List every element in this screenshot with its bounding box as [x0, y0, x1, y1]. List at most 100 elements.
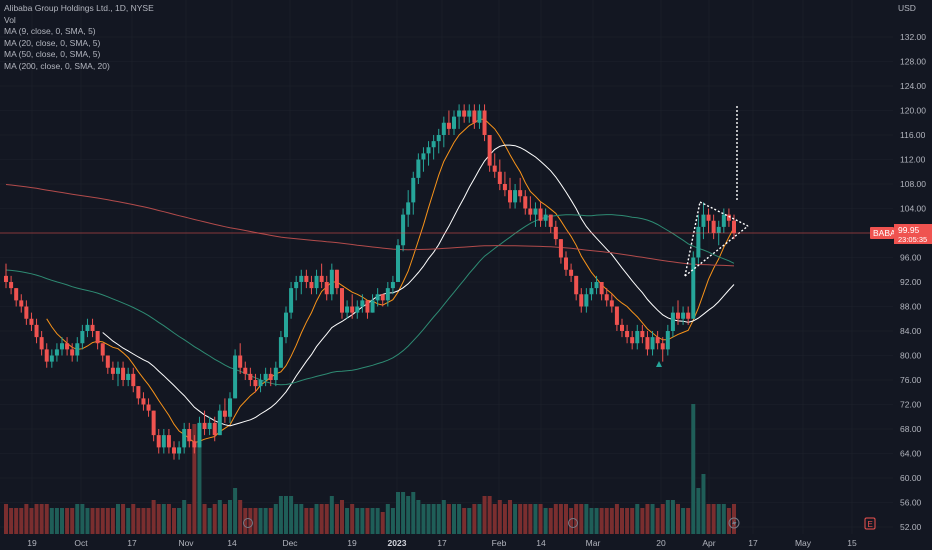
price-tick-label: 104.00	[900, 204, 926, 214]
candle-body	[319, 275, 324, 282]
volume-bar	[421, 504, 426, 534]
candle-body	[558, 239, 563, 258]
legend-ma200: MA (200, close, 0, SMA, 20)	[4, 60, 110, 71]
volume-bar	[609, 508, 614, 534]
volume-bar	[375, 508, 380, 534]
time-tick-label: Nov	[178, 538, 194, 548]
time-tick-label: Mar	[586, 538, 601, 548]
volume-bar	[686, 508, 691, 534]
currency-label: USD	[898, 3, 916, 13]
candle-body	[574, 275, 579, 295]
volume-bar	[9, 508, 14, 534]
candle-body	[589, 288, 594, 295]
grid-lines	[0, 0, 893, 534]
volume-bar	[49, 508, 54, 534]
volume-bar	[192, 424, 197, 534]
candle-body	[472, 110, 477, 123]
candle-body	[594, 282, 599, 289]
event-e-icon[interactable]: E	[864, 517, 876, 530]
candle-body	[584, 294, 589, 307]
price-tick-label: 60.00	[900, 473, 922, 483]
earnings-icon[interactable]	[568, 518, 578, 528]
volume-bar	[533, 504, 538, 534]
candle-body	[538, 208, 543, 221]
candle-body	[416, 159, 421, 178]
candle-body	[146, 404, 151, 411]
volume-bar	[14, 508, 19, 534]
candle-body	[625, 331, 630, 338]
volume-bar	[401, 492, 406, 534]
candle-body	[197, 422, 202, 448]
candle-body	[355, 306, 360, 313]
candle-body	[258, 380, 263, 387]
volume-bar	[370, 508, 375, 534]
volume-bar	[146, 508, 151, 534]
time-tick-label: Oct	[74, 538, 88, 548]
volume-bar	[90, 508, 95, 534]
time-tick-label: 19	[347, 538, 357, 548]
volume-bar	[380, 512, 385, 534]
candle-body	[273, 367, 278, 380]
legend-ma20: MA (20, close, 0, SMA, 5)	[4, 37, 101, 48]
candle-body	[187, 429, 192, 442]
earnings-icon[interactable]	[243, 518, 253, 528]
volume-bar	[166, 504, 171, 534]
volume-bar	[207, 508, 212, 534]
volume-bar	[182, 500, 187, 534]
last-price-badge	[894, 224, 932, 244]
candle-body	[548, 214, 553, 227]
candle-body	[207, 422, 212, 429]
volume-bar	[411, 492, 416, 534]
volume-bar	[431, 504, 436, 534]
volume-bar	[579, 504, 584, 534]
candle-body	[711, 220, 716, 233]
volume-bar	[385, 504, 390, 534]
candle-body	[39, 337, 44, 350]
candle-body	[340, 288, 344, 313]
volume-bar	[161, 504, 166, 534]
price-tick-label: 76.00	[900, 375, 922, 385]
candle-body	[508, 190, 512, 203]
candle-body	[462, 110, 467, 117]
volume-bar	[268, 508, 273, 534]
ma20-line	[102, 144, 735, 427]
volume-bar	[487, 496, 492, 534]
candle-body	[579, 294, 584, 307]
candle-body	[70, 349, 75, 356]
chart-legend: Alibaba Group Holdings Ltd., 1D, NYSE Vo…	[4, 3, 154, 73]
candle-body	[380, 294, 385, 301]
volume-bars	[4, 404, 736, 534]
time-tick-label: 15	[847, 538, 857, 548]
candle-body	[253, 380, 258, 387]
volume-bar	[497, 500, 502, 534]
time-axis[interactable]: 19 Oct 17 Nov 14 Dec 19 2023 17 Feb 14 Mar 20 Apr 17 Ma…	[27, 538, 857, 548]
volume-bar	[457, 504, 462, 534]
candle-body	[441, 122, 446, 135]
volume-bar	[518, 504, 523, 534]
candle-body	[477, 110, 482, 123]
candle-body	[284, 312, 288, 338]
volume-bar	[492, 504, 497, 534]
candle-body	[49, 355, 54, 362]
volume-bar	[116, 504, 120, 534]
lightning-icon[interactable]	[728, 517, 740, 529]
volume-bar	[599, 508, 604, 534]
candle-body	[29, 318, 34, 325]
volume-bar	[564, 504, 568, 534]
candle-body	[630, 337, 635, 344]
candle-body	[90, 324, 95, 331]
volume-bar	[131, 504, 136, 534]
volume-bar	[635, 504, 640, 534]
volume-bar	[614, 504, 619, 534]
volume-bar	[665, 500, 670, 534]
volume-bar	[70, 508, 75, 534]
candle-body	[314, 275, 319, 289]
volume-bar	[197, 424, 202, 534]
volume-bar	[39, 504, 44, 534]
time-tick-label: Apr	[702, 538, 715, 548]
pennant-pattern	[656, 106, 749, 367]
volume-bar	[65, 508, 70, 534]
candle-body	[716, 226, 721, 233]
volume-bar	[289, 496, 294, 534]
